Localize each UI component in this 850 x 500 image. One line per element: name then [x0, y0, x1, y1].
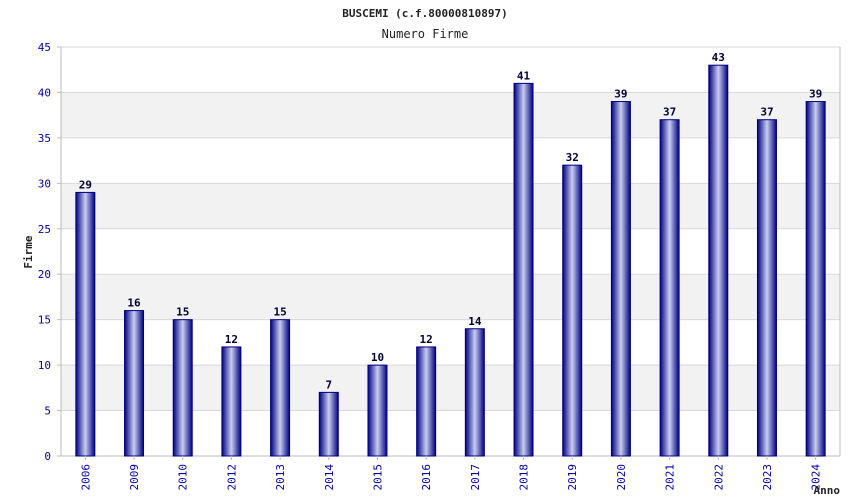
data-label: 7 — [325, 378, 332, 391]
bar — [75, 191, 96, 457]
y-tick-label: 20 — [38, 268, 51, 281]
x-tick-label: 2015 — [371, 464, 384, 491]
bars — [75, 64, 826, 457]
bar — [172, 319, 193, 457]
data-labels: 29 16 15 12 15 7 10 12 14 41 32 39 37 43 37 39 — [79, 51, 823, 391]
x-tick-label: 2013 — [274, 464, 287, 491]
data-label: 15 — [176, 306, 189, 319]
data-label: 37 — [760, 106, 773, 119]
bar — [270, 319, 291, 457]
x-tick-label: 2017 — [469, 464, 482, 491]
x-tick-label: 2016 — [420, 464, 433, 491]
data-label: 39 — [809, 88, 822, 101]
bar — [221, 346, 242, 457]
y-tick-label: 40 — [38, 86, 51, 99]
bar — [610, 101, 631, 457]
data-label: 32 — [566, 151, 579, 164]
data-label: 43 — [712, 51, 725, 64]
y-tick-label: 25 — [38, 223, 51, 236]
bar — [416, 346, 437, 457]
data-label: 29 — [79, 178, 92, 191]
data-label: 12 — [225, 333, 238, 346]
data-label: 10 — [371, 351, 384, 364]
x-axis-title: Anno — [814, 484, 841, 497]
x-tick-label: 2006 — [79, 464, 92, 491]
x-tick-label: 2019 — [566, 464, 579, 491]
data-label: 39 — [614, 88, 627, 101]
x-tick-label: 2018 — [518, 464, 531, 491]
bar — [562, 164, 583, 457]
bar — [464, 328, 485, 457]
bar — [756, 119, 777, 457]
y-tick-label: 45 — [38, 41, 51, 54]
y-tick-label: 30 — [38, 177, 51, 190]
chart-subtitle: Numero Firme — [382, 27, 469, 41]
x-tick-label: 2024 — [810, 464, 823, 491]
data-label: 14 — [468, 315, 482, 328]
chart-title: BUSCEMI (c.f.80000810897) — [342, 7, 508, 20]
y-tick-label: 0 — [44, 450, 51, 463]
x-tick-label: 2022 — [712, 464, 725, 491]
bar — [124, 310, 145, 457]
y-tick-label: 10 — [38, 359, 51, 372]
y-tick-label: 15 — [38, 314, 51, 327]
x-tick-label: 2012 — [225, 464, 238, 491]
bar — [367, 364, 388, 457]
x-tick-label: 2020 — [615, 464, 628, 491]
y-axis-title: Firme — [22, 235, 35, 268]
data-label: 12 — [420, 333, 433, 346]
data-label: 41 — [517, 69, 531, 82]
y-tick-label: 35 — [38, 132, 51, 145]
x-tick-label: 2021 — [664, 464, 677, 491]
bar — [318, 391, 339, 457]
y-axis-ticks: 0 5 10 15 20 25 30 35 40 45 — [38, 41, 61, 463]
x-tick-label: 2014 — [323, 464, 336, 491]
bar — [708, 64, 729, 457]
x-axis-ticks: 2006 2009 2010 2012 2013 2014 2015 2016 2017 2018… — [79, 456, 823, 491]
bar — [513, 82, 534, 457]
data-label: 37 — [663, 106, 676, 119]
x-tick-label: 2023 — [761, 464, 774, 491]
y-tick-label: 5 — [44, 405, 51, 418]
bar — [805, 101, 826, 457]
data-label: 16 — [127, 297, 141, 310]
bar — [659, 119, 680, 457]
x-tick-label: 2010 — [177, 464, 190, 491]
data-label: 15 — [273, 306, 286, 319]
x-tick-label: 2009 — [128, 464, 141, 491]
